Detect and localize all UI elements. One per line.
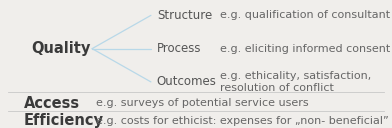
Text: Outcomes: Outcomes <box>157 75 217 88</box>
Text: Quality: Quality <box>31 41 91 56</box>
Text: e.g. costs for ethicist: expenses for „non- beneficial” treatment: e.g. costs for ethicist: expenses for „n… <box>96 116 392 126</box>
Text: e.g. eliciting informed consent: e.g. eliciting informed consent <box>220 44 390 54</box>
Text: Efficiency: Efficiency <box>24 113 103 128</box>
Text: Access: Access <box>24 95 80 111</box>
Text: e.g. qualification of consultant: e.g. qualification of consultant <box>220 10 390 20</box>
Text: Structure: Structure <box>157 9 212 22</box>
Text: e.g. ethicality, satisfaction,
resolution of conflict: e.g. ethicality, satisfaction, resolutio… <box>220 71 371 93</box>
Text: e.g. surveys of potential service users: e.g. surveys of potential service users <box>96 98 309 108</box>
Text: Process: Process <box>157 42 201 55</box>
